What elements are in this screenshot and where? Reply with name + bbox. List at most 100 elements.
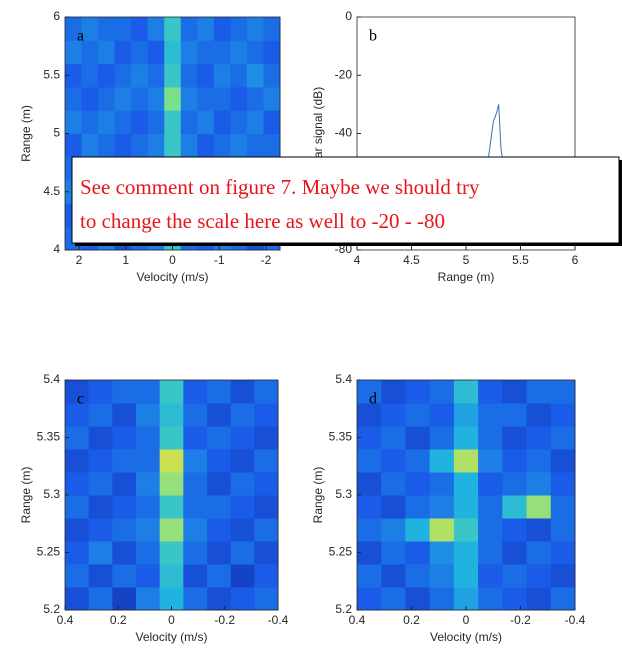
heatmap-cell (98, 86, 116, 111)
heatmap-cell (429, 449, 455, 473)
heatmap-cell (550, 426, 576, 450)
heatmap-cell (478, 449, 503, 473)
heatmap-cell (159, 472, 184, 496)
heatmap-cell (183, 564, 208, 588)
y-tick-label: 5.25 (37, 545, 61, 559)
heatmap-cell (381, 449, 406, 473)
x-tick-label: 0.2 (110, 613, 127, 627)
heatmap-cell (478, 587, 503, 611)
heatmap-cell (81, 17, 99, 41)
x-tick-label: -1 (214, 253, 225, 267)
heatmap-cell (478, 541, 503, 565)
heatmap-cell (478, 426, 503, 450)
heatmap-cell (405, 518, 431, 542)
heatmap-cell (65, 518, 90, 542)
x-tick-label: 0 (168, 613, 175, 627)
heatmap-cell (81, 40, 99, 65)
heatmap-cell (230, 403, 255, 427)
heatmap-cell (550, 564, 576, 588)
heatmap-cell (526, 403, 552, 427)
heatmap-cell (147, 63, 165, 88)
heatmap-cell (213, 133, 231, 158)
heatmap-cell (147, 17, 165, 41)
heatmap-cell (131, 63, 149, 88)
x-tick-label: -0.4 (565, 613, 586, 627)
panel-label: a (77, 28, 84, 45)
y-tick-label: 4 (53, 242, 60, 256)
heatmap-cell (183, 495, 208, 519)
heatmap-cell (180, 63, 198, 88)
heatmap-cell (357, 403, 382, 427)
y-tick-label: 4.5 (43, 184, 60, 198)
heatmap-cell (502, 472, 528, 496)
heatmap-cell (230, 380, 255, 404)
heatmap-cell (254, 495, 279, 519)
heatmap-cell (230, 587, 255, 611)
heatmap-cell (254, 587, 279, 611)
heatmap-cell (429, 587, 455, 611)
x-axis-label: Velocity (m/s) (430, 630, 502, 644)
heatmap-cell (263, 86, 281, 111)
x-tick-label: 0 (463, 613, 470, 627)
x-axis-label: Velocity (m/s) (135, 630, 207, 644)
heatmap-cell (136, 587, 161, 611)
heatmap-cell (65, 564, 90, 588)
heatmap-cell (526, 587, 552, 611)
heatmap-cell (183, 403, 208, 427)
heatmap-cell (502, 518, 528, 542)
heatmap-cell (136, 518, 161, 542)
heatmap-cell (254, 541, 279, 565)
x-tick-label: 1 (122, 253, 129, 267)
heatmap-cell (246, 133, 264, 158)
heatmap-cell (98, 17, 116, 41)
heatmap-cell (114, 17, 132, 41)
x-tick-label: -2 (261, 253, 272, 267)
heatmap-cell (147, 40, 165, 65)
x-tick-label: 0.4 (349, 613, 366, 627)
heatmap-cell (230, 133, 248, 158)
heatmap-cell (429, 564, 455, 588)
heatmap-cell (263, 110, 281, 134)
heatmap-cell (197, 63, 215, 88)
heatmap-cell (381, 587, 406, 611)
heatmap-cell (478, 403, 503, 427)
heatmap-cell (526, 495, 552, 519)
heatmap-cell (207, 426, 232, 450)
y-axis-label: Range (m) (19, 105, 33, 162)
heatmap-cell (88, 495, 113, 519)
heatmap-cell (453, 472, 479, 496)
heatmap-cell (213, 63, 231, 88)
heatmap-cell (183, 541, 208, 565)
y-axis-label: Range (m) (311, 467, 325, 524)
x-tick-label: 0.2 (403, 613, 420, 627)
heatmap-cell (183, 426, 208, 450)
heatmap-cell (207, 495, 232, 519)
heatmap-cell (502, 449, 528, 473)
heatmap-cell (98, 110, 116, 134)
heatmap-cell (453, 541, 479, 565)
heatmap-cell (478, 380, 503, 404)
heatmap-cell (112, 518, 137, 542)
heatmap-cell (405, 541, 431, 565)
heatmap-cell (381, 403, 406, 427)
heatmap-cell (254, 380, 279, 404)
heatmap-cell (65, 17, 83, 41)
heatmap-cell (453, 380, 479, 404)
heatmap-cell (65, 63, 83, 88)
heatmap-cell (65, 380, 90, 404)
heatmap-cell (263, 63, 281, 88)
heatmap-cell (381, 380, 406, 404)
heatmap-cell (81, 86, 99, 111)
heatmap-cell (381, 472, 406, 496)
heatmap-cell (147, 110, 165, 134)
heatmap-cell (114, 63, 132, 88)
comment-box (71, 156, 620, 244)
heatmap-cell (159, 564, 184, 588)
heatmap-cell (502, 541, 528, 565)
heatmap-cell (88, 564, 113, 588)
heatmap-cell (429, 541, 455, 565)
heatmap-cell (550, 380, 576, 404)
heatmap-cell (65, 495, 90, 519)
